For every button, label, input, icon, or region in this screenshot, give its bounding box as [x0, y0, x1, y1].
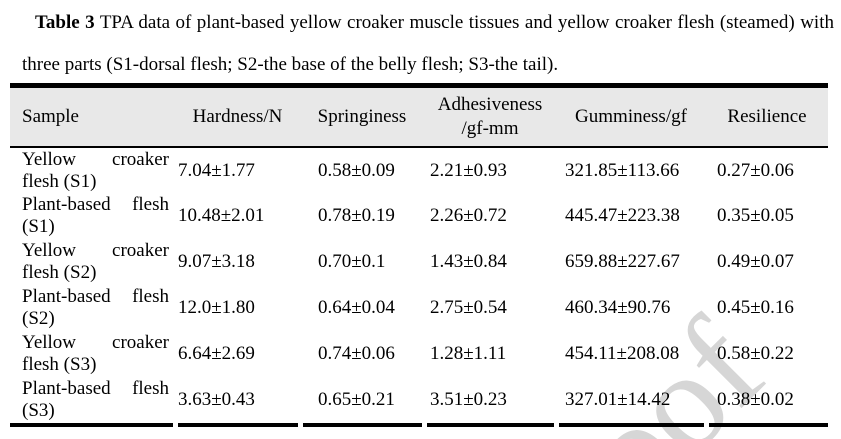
- table: Sample Hardness/N Springiness Adhesivene…: [10, 88, 828, 423]
- hardness-cell: 12.0±1.80: [178, 297, 255, 318]
- hardness-cell: 7.04±1.77: [178, 159, 255, 181]
- adhesiveness-cell: 1.43±0.84: [430, 251, 507, 272]
- column-header-sample: Sample: [10, 88, 175, 148]
- table-row: Yellow croaker flesh (S3) 6.64±2.69 0.74…: [10, 331, 828, 377]
- table-bottom-border: [10, 423, 828, 427]
- springiness-cell: 0.74±0.06: [318, 343, 395, 364]
- resilience-cell: 0.35±0.05: [717, 205, 794, 226]
- sample-cell: Yellow croaker flesh (S3): [22, 332, 169, 375]
- hardness-cell: 3.63±0.43: [178, 389, 255, 410]
- resilience-cell: 0.49±0.07: [717, 251, 794, 272]
- gumminess-cell: 321.85±113.66: [565, 159, 680, 181]
- sample-cell: Yellow croaker flesh (S2): [22, 240, 169, 283]
- column-header-adhesiveness-line1: Adhesiveness: [437, 94, 543, 115]
- springiness-cell: 0.65±0.21: [318, 389, 395, 410]
- table-caption-label: Table 3: [35, 12, 95, 33]
- border-gap: [298, 423, 303, 427]
- column-header-resilience: Resilience: [706, 88, 828, 148]
- table-row: Plant-based flesh (S1) 10.48±2.01 0.78±0…: [10, 193, 828, 239]
- column-header-hardness: Hardness/N: [175, 88, 300, 148]
- tpa-data-table: Sample Hardness/N Springiness Adhesivene…: [10, 83, 828, 427]
- resilience-cell: 0.27±0.06: [717, 159, 794, 181]
- border-gap: [422, 423, 427, 427]
- sample-cell: Plant-based flesh (S1): [22, 194, 169, 237]
- gumminess-cell: 445.47±223.38: [565, 205, 680, 226]
- sample-cell: Plant-based flesh (S3): [22, 378, 169, 421]
- gumminess-cell: 659.88±227.67: [565, 251, 680, 272]
- table-row: Yellow croaker flesh (S1) 7.04±1.77 0.58…: [10, 147, 828, 193]
- resilience-cell: 0.45±0.16: [717, 297, 794, 318]
- adhesiveness-cell: 3.51±0.23: [430, 389, 507, 410]
- adhesiveness-cell: 1.28±1.11: [430, 343, 507, 364]
- table-row: Plant-based flesh (S3) 3.63±0.43 0.65±0.…: [10, 377, 828, 423]
- table-caption: Table 3 TPA data of plant-based yellow c…: [22, 2, 834, 86]
- adhesiveness-cell: 2.21±0.93: [430, 159, 507, 181]
- border-gap: [554, 423, 559, 427]
- springiness-cell: 0.58±0.09: [318, 159, 395, 181]
- table-row: Yellow croaker flesh (S2) 9.07±3.18 0.70…: [10, 239, 828, 285]
- column-header-gumminess: Gumminess/gf: [556, 88, 706, 148]
- column-header-adhesiveness: Adhesiveness /gf-mm: [424, 88, 556, 148]
- adhesiveness-cell: 2.26±0.72: [430, 205, 507, 226]
- border-gap: [173, 423, 178, 427]
- table-row: Plant-based flesh (S2) 12.0±1.80 0.64±0.…: [10, 285, 828, 331]
- sample-cell: Plant-based flesh (S2): [22, 286, 169, 329]
- sample-cell: Yellow croaker flesh (S1): [22, 148, 169, 192]
- hardness-cell: 10.48±2.01: [178, 205, 265, 226]
- border-gap: [704, 423, 709, 427]
- resilience-cell: 0.38±0.02: [717, 389, 794, 410]
- column-header-adhesiveness-line2: /gf-mm: [461, 118, 519, 139]
- springiness-cell: 0.70±0.1: [318, 251, 386, 272]
- table-top-border: [10, 83, 828, 88]
- gumminess-cell: 454.11±208.08: [565, 343, 680, 364]
- gumminess-cell: 327.01±14.42: [565, 389, 671, 410]
- springiness-cell: 0.64±0.04: [318, 297, 395, 318]
- table-caption-text: TPA data of plant-based yellow croaker m…: [22, 12, 834, 75]
- header-row: Sample Hardness/N Springiness Adhesivene…: [10, 88, 828, 148]
- gumminess-cell: 460.34±90.76: [565, 297, 671, 318]
- adhesiveness-cell: 2.75±0.54: [430, 297, 507, 318]
- springiness-cell: 0.78±0.19: [318, 205, 395, 226]
- resilience-cell: 0.58±0.22: [717, 343, 794, 364]
- hardness-cell: 6.64±2.69: [178, 343, 255, 364]
- hardness-cell: 9.07±3.18: [178, 251, 255, 272]
- column-header-springiness: Springiness: [300, 88, 424, 148]
